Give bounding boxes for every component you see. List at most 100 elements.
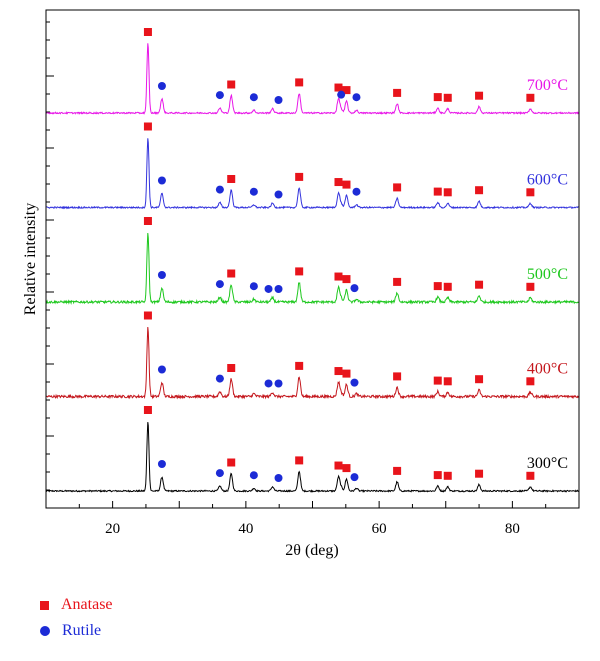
anatase-marker [433, 471, 442, 480]
anatase-marker [342, 275, 351, 284]
anatase-marker [475, 375, 484, 384]
rutile-marker [350, 378, 359, 387]
rutile-marker [215, 280, 224, 289]
anatase-marker [475, 280, 484, 289]
anatase-marker [433, 376, 442, 385]
x-tick-label: 80 [505, 521, 520, 537]
anatase-marker [342, 180, 351, 189]
anatase-marker [393, 372, 402, 381]
series-line [45, 326, 580, 400]
anatase-marker [143, 406, 152, 414]
rutile-marker [157, 82, 166, 90]
anatase-marker [334, 367, 343, 376]
anatase-marker [334, 461, 343, 470]
series-labels: 300°C 400°C 500°C 600°C 700°C [527, 77, 568, 472]
anatase-marker [143, 28, 152, 36]
x-tick-label: 60 [372, 521, 387, 537]
legend: Anatase Rutile [40, 592, 113, 644]
series-lines [45, 43, 580, 493]
rutile-marker [249, 282, 258, 291]
anatase-marker [433, 93, 442, 102]
anatase-marker [143, 311, 152, 320]
series-label: 600°C [527, 172, 568, 189]
rutile-marker [157, 460, 166, 468]
anatase-marker [526, 93, 535, 102]
rutile-marker [249, 471, 258, 480]
anatase-marker [475, 91, 484, 100]
anatase-marker [526, 188, 535, 197]
anatase-marker [433, 187, 442, 196]
legend-item-rutile: Rutile [40, 618, 113, 644]
rutile-marker [274, 473, 283, 482]
rutile-marker [352, 93, 361, 102]
anatase-marker [526, 377, 535, 386]
anatase-marker [334, 272, 343, 281]
anatase-marker [443, 188, 452, 197]
series-label: 700°C [527, 77, 568, 94]
rutile-marker [157, 176, 166, 185]
anatase-marker [295, 172, 304, 181]
peak-markers [143, 28, 535, 482]
anatase-marker [393, 183, 402, 192]
legend-label-anatase: Anatase [61, 596, 113, 613]
rutile-marker [157, 365, 166, 374]
anatase-marker [295, 267, 304, 276]
legend-item-anatase: Anatase [40, 592, 113, 618]
anatase-marker [334, 83, 343, 92]
rutile-marker [215, 185, 224, 194]
anatase-marker [227, 80, 236, 89]
anatase-marker [393, 466, 402, 475]
anatase-marker [342, 369, 351, 378]
anatase-marker [475, 469, 484, 478]
anatase-marker [227, 458, 236, 467]
series-label: 400°C [527, 361, 568, 378]
anatase-marker [295, 456, 304, 465]
anatase-marker [227, 175, 236, 183]
rutile-marker [215, 91, 224, 100]
legend-label-rutile: Rutile [62, 622, 102, 639]
anatase-marker [143, 217, 152, 225]
rutile-marker [215, 469, 224, 478]
x-tick-label: 40 [238, 521, 253, 537]
series-line [45, 232, 579, 305]
rutile-marker [264, 284, 273, 293]
anatase-marker [475, 186, 484, 195]
anatase-marker [227, 364, 236, 372]
rutile-circle-icon [40, 626, 50, 636]
rutile-marker [249, 187, 258, 196]
series-label: 500°C [527, 266, 568, 283]
series-line [45, 422, 580, 493]
y-axis-title: Relative intensity [22, 203, 39, 315]
anatase-marker [443, 282, 452, 291]
anatase-marker [295, 78, 304, 87]
anatase-marker [443, 377, 452, 386]
rutile-marker [350, 473, 359, 482]
anatase-marker [342, 86, 351, 95]
rutile-marker [215, 374, 224, 383]
series-line [45, 138, 580, 210]
anatase-marker [393, 277, 402, 286]
plot-frame [45, 9, 580, 509]
anatase-marker [443, 93, 452, 102]
anatase-square-icon [40, 600, 49, 610]
anatase-marker [526, 471, 535, 480]
series-label: 300°C [527, 455, 568, 472]
anatase-marker [443, 471, 452, 480]
x-axis-title: 2θ (deg) [285, 542, 338, 559]
series-line [45, 43, 580, 115]
rutile-marker [352, 187, 361, 196]
rutile-marker [337, 90, 346, 99]
rutile-marker [274, 284, 283, 293]
rutile-marker [157, 271, 166, 279]
rutile-marker [274, 190, 283, 199]
anatase-marker [227, 269, 236, 278]
anatase-marker [295, 361, 304, 370]
axis-ticks: 20 40 60 80 [45, 21, 580, 537]
anatase-marker [433, 282, 442, 291]
rutile-marker [249, 93, 258, 102]
anatase-marker [334, 178, 343, 187]
rutile-marker [274, 379, 283, 388]
anatase-marker [526, 282, 535, 291]
anatase-marker [143, 122, 152, 131]
rutile-marker [350, 284, 359, 293]
